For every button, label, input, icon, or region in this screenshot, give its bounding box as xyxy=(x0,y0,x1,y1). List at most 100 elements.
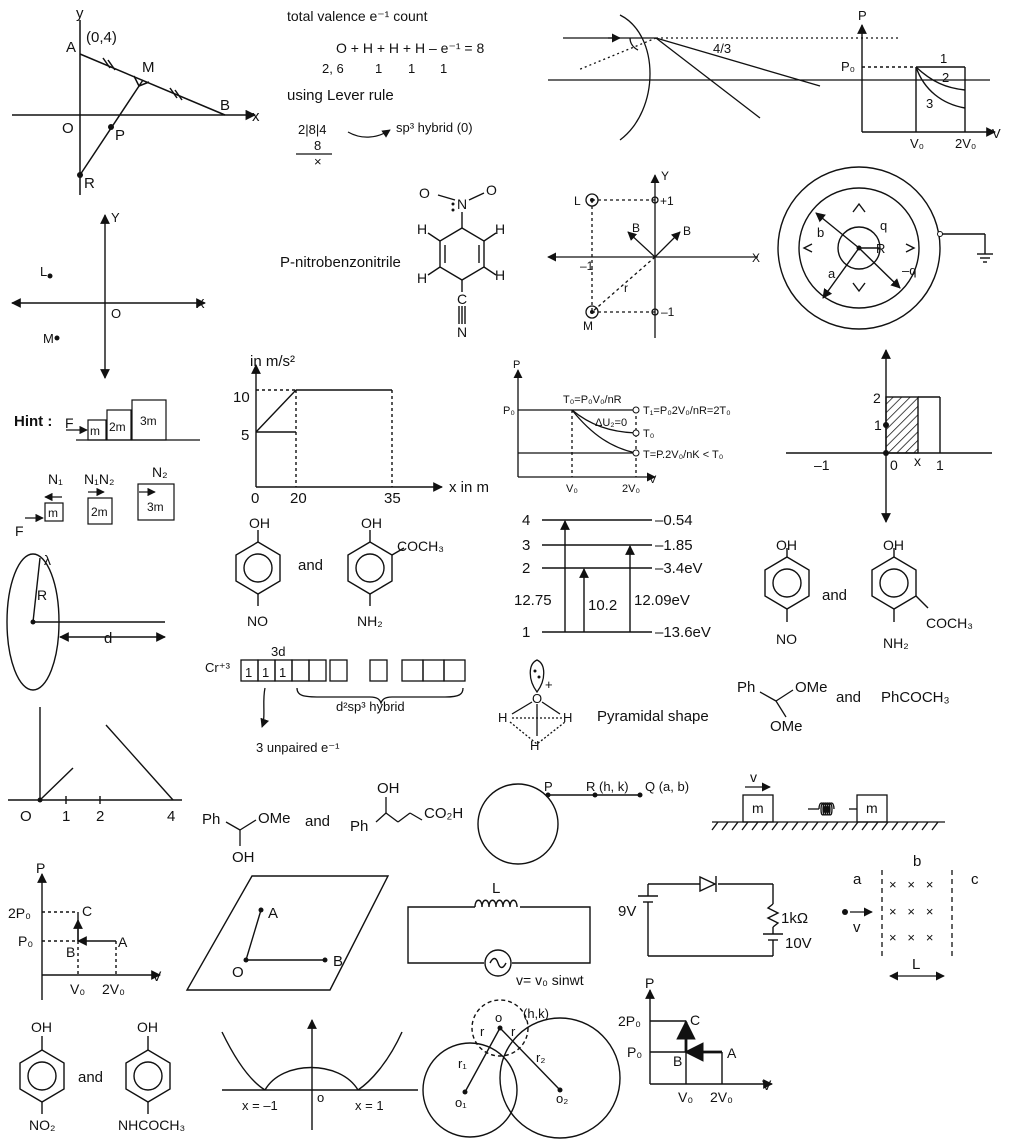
label: r₂ xyxy=(536,1050,545,1065)
label: L xyxy=(912,956,920,973)
label: λ xyxy=(44,552,51,568)
label: C xyxy=(690,1012,700,1028)
label: Pyramidal shape xyxy=(597,708,709,725)
label: 9V xyxy=(618,903,636,920)
label: B xyxy=(683,224,691,238)
label: X xyxy=(196,296,205,311)
label: N xyxy=(457,196,467,212)
point-p xyxy=(108,124,114,130)
label: T₁=P₀2V₀/nR=2T₀ xyxy=(643,405,731,417)
label: 2, 6 xyxy=(322,61,344,76)
state-point xyxy=(632,406,640,414)
label: L xyxy=(40,264,47,279)
label: O xyxy=(232,964,244,981)
origin-dot xyxy=(37,797,43,803)
fig-pv-cycle-2 xyxy=(645,989,773,1089)
label: OH xyxy=(776,537,797,553)
state-point xyxy=(632,449,640,457)
label: sp³ hybrid (0) xyxy=(396,120,473,135)
fig-accel-graph xyxy=(251,364,443,492)
label: x xyxy=(252,108,260,125)
label: –1 xyxy=(814,457,830,473)
label: 3 xyxy=(926,96,933,111)
label: m xyxy=(866,800,878,816)
label: (h,k) xyxy=(523,1006,549,1021)
label: F xyxy=(65,415,74,431)
label: +1 xyxy=(660,194,674,208)
label: o₁ xyxy=(455,1095,467,1110)
fig-phenol-pair-3 xyxy=(19,1036,171,1114)
label: o xyxy=(317,1090,324,1105)
label: V₀ xyxy=(678,1089,693,1105)
label: a xyxy=(828,266,836,281)
fig-acetal xyxy=(759,689,794,718)
label: R xyxy=(84,175,95,192)
label: 2V₀ xyxy=(955,136,976,151)
label: 20 xyxy=(290,490,307,507)
fig-diode-circuit xyxy=(638,875,783,957)
label: 3m xyxy=(140,414,157,428)
label: 2V₀ xyxy=(622,483,640,495)
label: 4 xyxy=(167,808,175,825)
label: 3m xyxy=(147,500,164,514)
ring-center xyxy=(30,619,36,625)
dot xyxy=(590,198,594,202)
label: 2|8|4 xyxy=(298,122,326,137)
label: r xyxy=(624,281,628,295)
label: (0,4) xyxy=(86,29,117,46)
label: in m/s² xyxy=(250,353,295,370)
fig-magnetic-region xyxy=(850,870,953,981)
label: –1 xyxy=(661,305,675,319)
label: 8 xyxy=(314,138,321,153)
label: m xyxy=(90,424,100,438)
label: 0 xyxy=(251,490,259,507)
label: m xyxy=(752,800,764,816)
center-dot xyxy=(856,245,862,251)
label: y xyxy=(76,5,84,22)
label: × xyxy=(314,154,322,169)
label: OH xyxy=(883,537,904,553)
center-o1 xyxy=(462,1089,468,1095)
label: ΔU₂=0 xyxy=(595,417,627,429)
label: 3d xyxy=(271,644,285,659)
label: M xyxy=(142,59,155,76)
label: Y xyxy=(111,210,120,225)
label: –13.6eV xyxy=(655,624,711,641)
label: 1 xyxy=(375,61,382,76)
label: 35 xyxy=(384,490,401,507)
label: R xyxy=(37,587,47,603)
label: r₁ xyxy=(458,1056,467,1071)
field-cross: × × × xyxy=(889,877,933,892)
fig-pv-processes xyxy=(857,24,996,137)
label: V₀ xyxy=(910,136,924,151)
label: R xyxy=(876,241,885,256)
label: C xyxy=(82,903,92,919)
label: H xyxy=(495,267,505,283)
label: 2V₀ xyxy=(102,981,125,997)
label: 12.09eV xyxy=(634,592,690,609)
label: A xyxy=(268,905,278,922)
label: 2 xyxy=(522,560,530,577)
label: 1 xyxy=(940,51,947,66)
label: 1kΩ xyxy=(781,910,808,927)
label: N₁N₂ xyxy=(84,471,114,487)
label: m xyxy=(48,506,58,520)
label: P xyxy=(544,779,553,794)
fig-hatched-area xyxy=(786,349,992,523)
label: Ph xyxy=(737,679,755,696)
label: COCH₃ xyxy=(926,615,973,631)
label: 10 xyxy=(233,389,250,406)
label: T₀ xyxy=(643,428,654,440)
label: H xyxy=(417,221,427,237)
label: O xyxy=(62,120,74,137)
label: Ph xyxy=(202,811,220,828)
label: P xyxy=(513,359,520,371)
label: P xyxy=(115,127,125,144)
label: P₀ xyxy=(627,1044,642,1060)
label: v= v₀ sinwt xyxy=(516,972,584,988)
label: O xyxy=(486,182,497,198)
label: P xyxy=(36,860,45,876)
label: X xyxy=(752,251,760,265)
fig-phenol-pair-2 xyxy=(764,548,929,622)
label: V₀ xyxy=(70,981,85,997)
